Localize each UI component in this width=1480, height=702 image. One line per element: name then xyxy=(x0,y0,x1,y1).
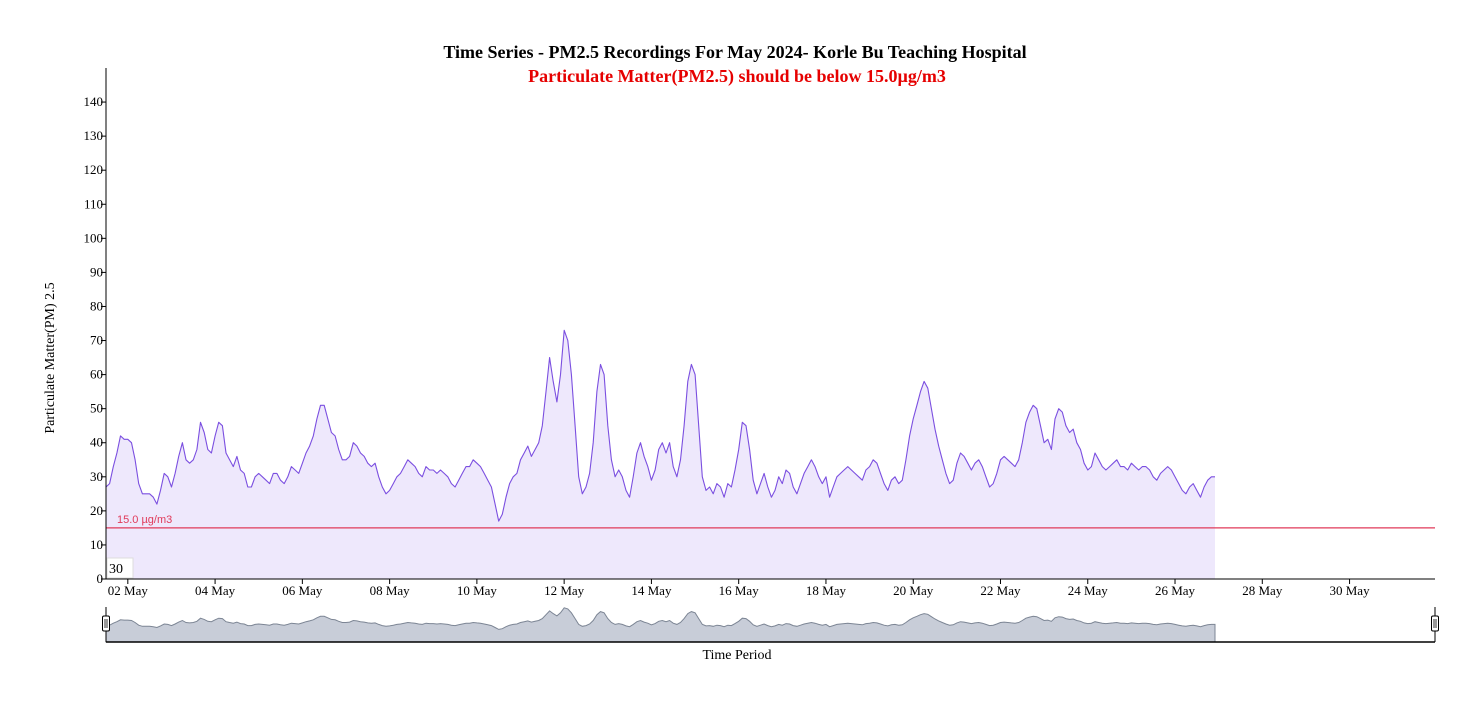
y-tick-label: 80 xyxy=(90,298,103,313)
series-line xyxy=(105,329,1215,522)
y-tick-label: 70 xyxy=(90,333,103,348)
x-tick-label: 02 May xyxy=(108,583,149,598)
x-tick-label: 18 May xyxy=(806,583,847,598)
y-tick-label: 0 xyxy=(97,571,104,586)
y-tick-label: 10 xyxy=(90,537,103,552)
handle-grip-box[interactable] xyxy=(102,615,110,632)
x-tick-label: 16 May xyxy=(719,583,760,598)
x-tick-label: 06 May xyxy=(282,583,323,598)
y-tick-label: 100 xyxy=(84,230,104,245)
threshold-label: 15.0 µg/m3 xyxy=(117,514,172,526)
time-navigator[interactable] xyxy=(102,607,1439,643)
x-tick-label: 30 May xyxy=(1330,583,1371,598)
y-tick-label: 20 xyxy=(90,503,103,518)
y-tick-label: 50 xyxy=(90,401,103,416)
navigator-left-handle[interactable] xyxy=(102,615,110,632)
chart-title: Time Series - PM2.5 Recordings For May 2… xyxy=(443,42,1026,62)
series-area xyxy=(106,330,1215,579)
y-tick-label: 140 xyxy=(84,94,104,109)
y-axis-label: Particulate Matter(PM) 2.5 xyxy=(43,282,58,433)
y-tick-label: 90 xyxy=(90,264,103,279)
x-tick-label: 28 May xyxy=(1242,583,1283,598)
hover-tooltip: 30 xyxy=(106,557,134,579)
x-tick-label: 22 May xyxy=(980,583,1021,598)
navigator-right-handle[interactable] xyxy=(1431,615,1439,632)
tooltip-box xyxy=(106,557,134,579)
x-tick-label: 10 May xyxy=(457,583,498,598)
y-tick-label: 130 xyxy=(84,128,104,143)
chart-subtitle: Particulate Matter(PM2.5) should be belo… xyxy=(528,66,946,87)
handle-grip-box[interactable] xyxy=(1431,615,1439,632)
x-tick-label: 04 May xyxy=(195,583,236,598)
plot-area[interactable]: 15.0 µg/m3 0 10 20 30 40 50 60 70 80 90 100 110 120 13… xyxy=(84,68,1436,598)
navigator-area xyxy=(105,607,1216,643)
y-tick-label: 120 xyxy=(84,162,104,177)
y-tick-label: 40 xyxy=(90,435,103,450)
x-tick-label: 26 May xyxy=(1155,583,1196,598)
x-axis-label: Time Period xyxy=(702,648,771,663)
y-tick-label: 30 xyxy=(90,469,103,484)
y-tick-label: 60 xyxy=(90,367,103,382)
tooltip-value: 30 xyxy=(109,562,123,577)
x-tick-label: 08 May xyxy=(370,583,411,598)
x-tick-label: 14 May xyxy=(631,583,672,598)
x-tick-label: 20 May xyxy=(893,583,934,598)
x-tick-label: 24 May xyxy=(1068,583,1109,598)
y-tick-label: 110 xyxy=(84,196,103,211)
x-tick-label: 12 May xyxy=(544,583,585,598)
